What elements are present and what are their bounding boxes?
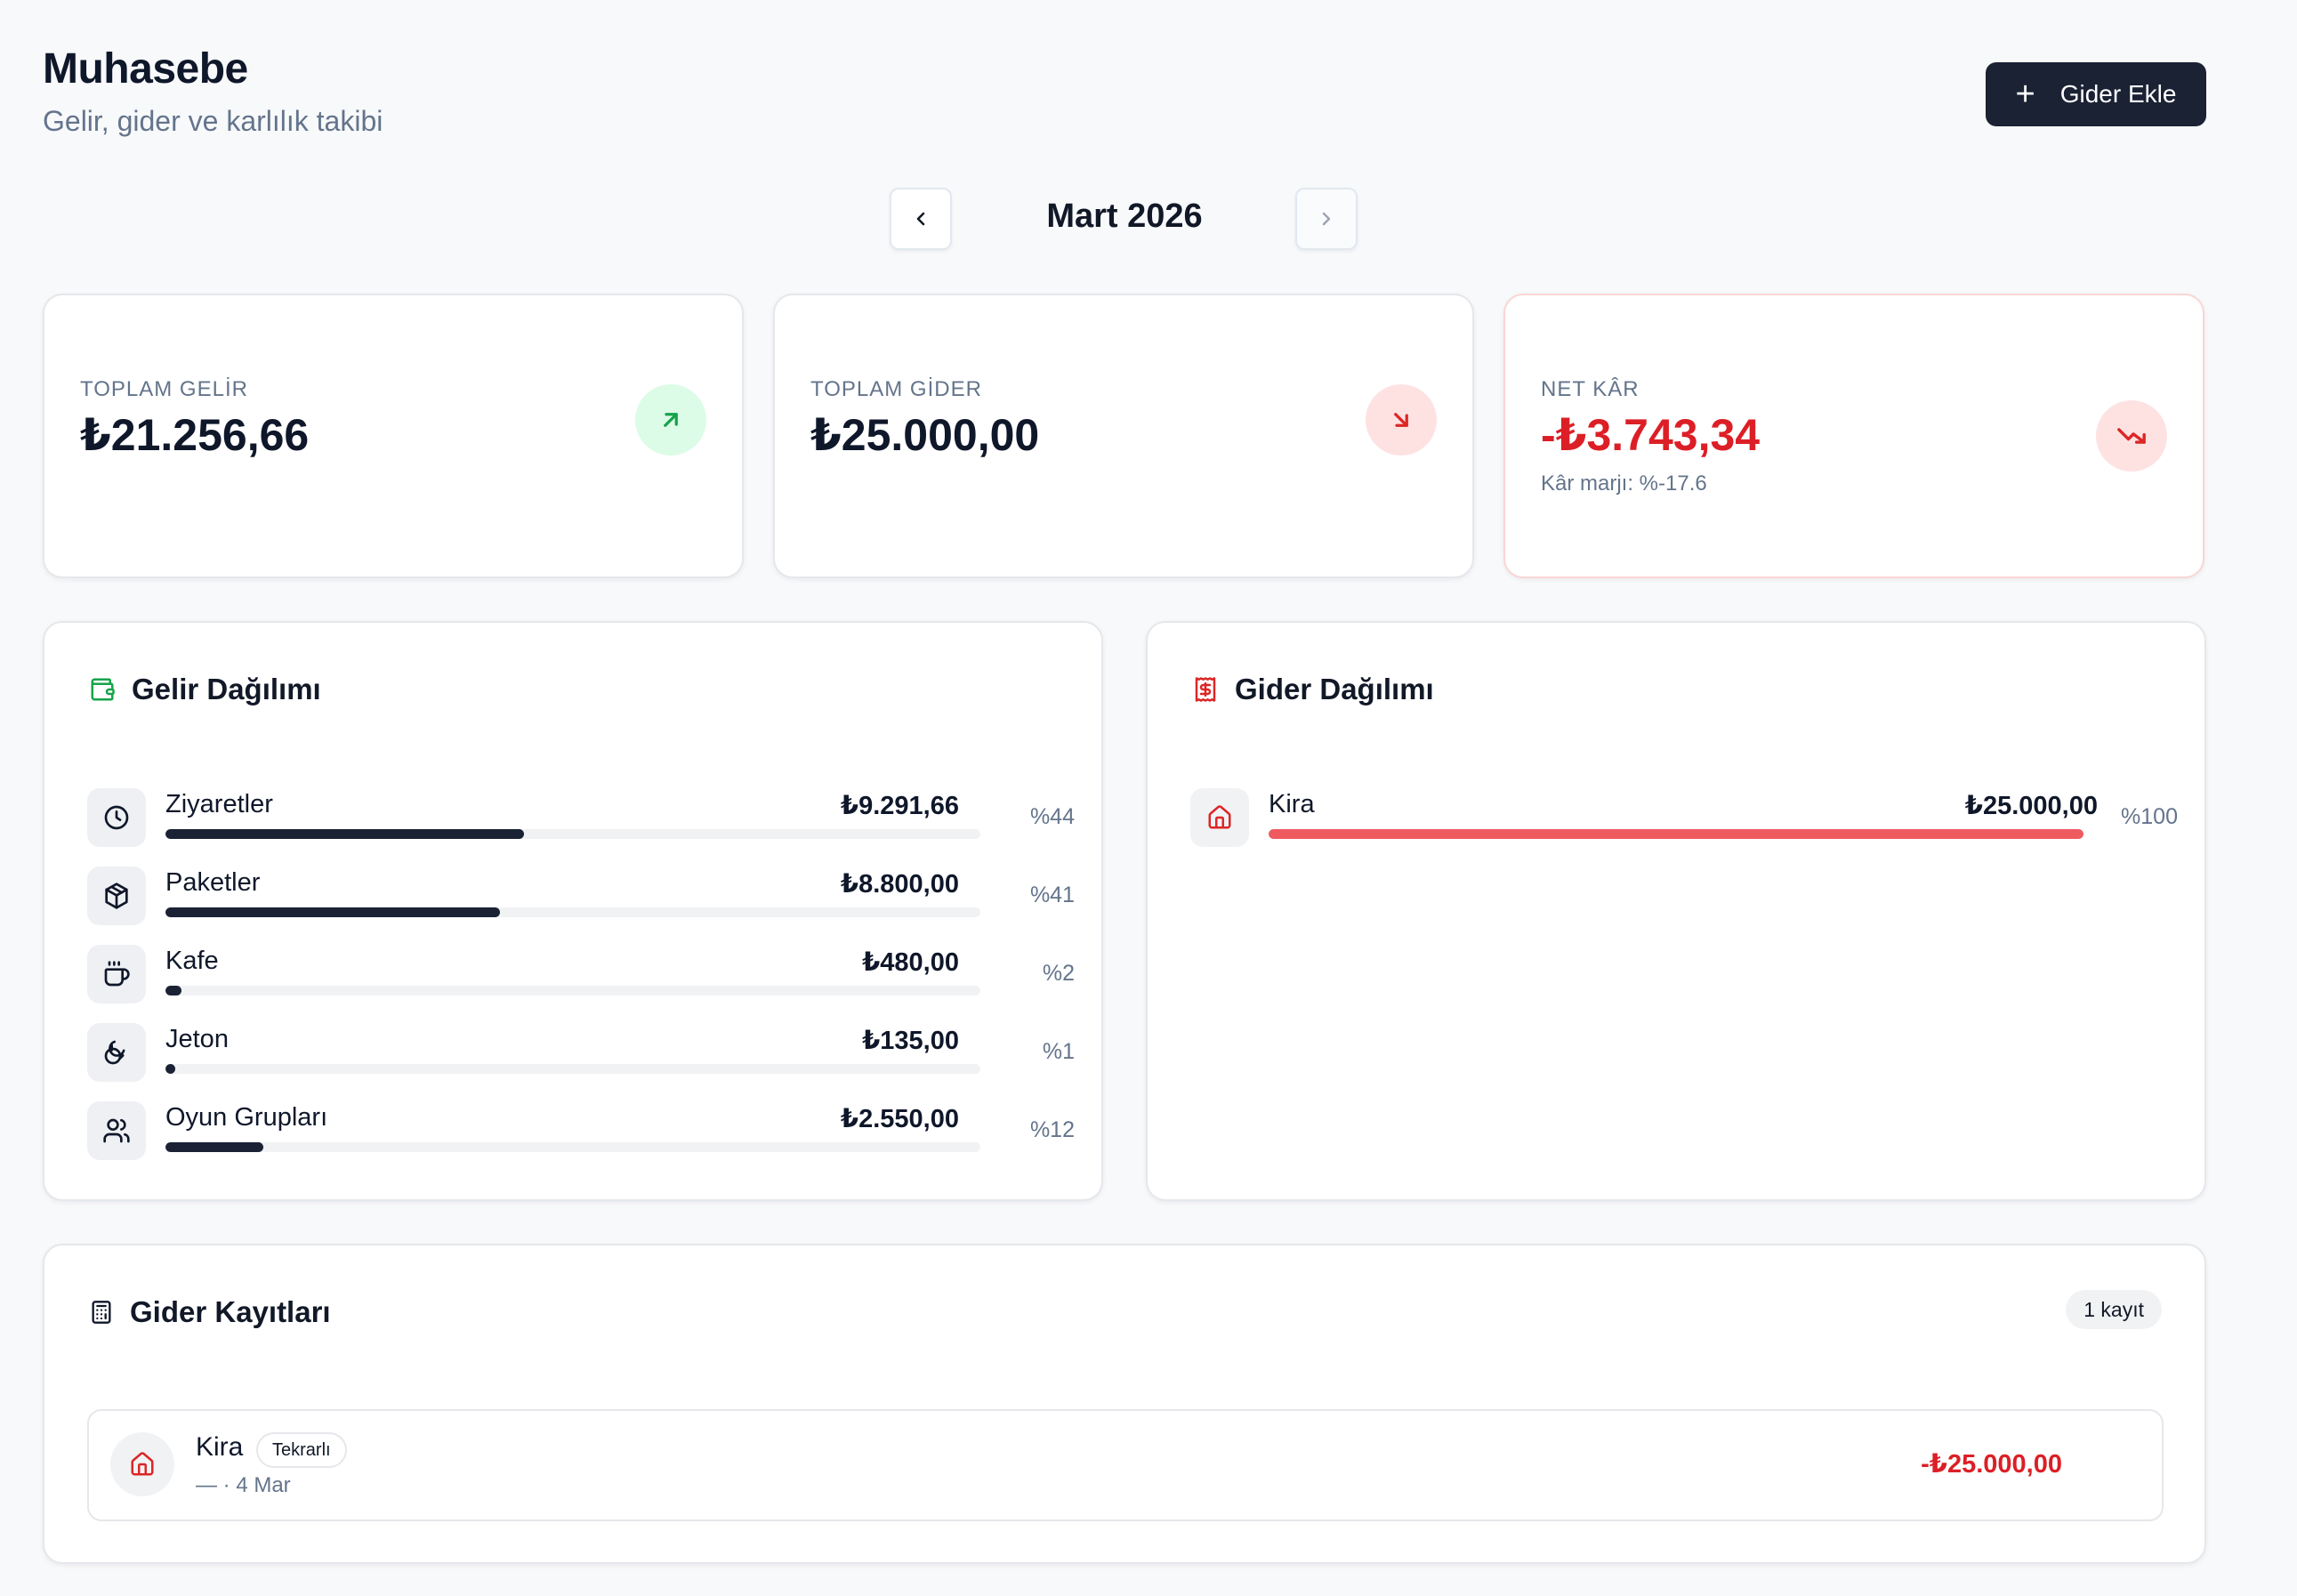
expense-distribution-heading: Gider Dağılımı (1192, 673, 1434, 706)
income-row-bar-fill (165, 907, 500, 917)
expense-row-rent: Kira ₺25.000,00 %100 (1190, 788, 2178, 849)
income-row-tokens: Jeton ₺135,00 %1 (87, 1023, 1075, 1084)
wallet-icon (91, 678, 115, 701)
add-expense-button[interactable]: + Gider Ekle (1986, 62, 2206, 126)
expense-row-name: Kira (1269, 790, 1315, 818)
net-profit-label: NET KÂR (1541, 377, 1640, 401)
expense-distribution-title: Gider Dağılımı (1235, 673, 1434, 705)
income-row-bar (165, 1064, 980, 1074)
income-row-amount: ₺480,00 (862, 948, 959, 977)
arrow-up-right-icon (635, 384, 706, 455)
income-row-percent: %1 (1042, 1039, 1075, 1064)
income-row-bar-fill (165, 1064, 175, 1074)
page-title: Muhasebe (43, 45, 248, 93)
total-expense-value: ₺25.000,00 (810, 410, 1040, 460)
chevron-left-icon (916, 212, 925, 226)
expense-record-amount: -₺25.000,00 (1921, 1450, 2062, 1479)
income-distribution-heading: Gelir Dağılımı (89, 673, 321, 706)
income-row-amount: ₺135,00 (862, 1027, 959, 1055)
income-row-amount: ₺8.800,00 (840, 870, 959, 899)
income-row-bar-fill (165, 1142, 263, 1152)
income-row-cafe: Kafe ₺480,00 %2 (87, 945, 1075, 1005)
current-month-label: Mart 2026 (1046, 197, 1203, 235)
receipt-icon (1195, 677, 1216, 702)
income-row-name: Oyun Grupları (165, 1103, 328, 1132)
expense-record-row[interactable]: Kira Tekrarlı — · 4 Mar -₺25.000,00 (87, 1409, 2164, 1521)
total-expense-label: TOPLAM GİDER (810, 377, 982, 401)
income-row-percent: %12 (1029, 1117, 1075, 1142)
trending-down-icon (2096, 400, 2167, 472)
expense-row-amount: ₺25.000,00 (1964, 792, 2098, 820)
expense-row-bar (1269, 829, 2083, 839)
expense-row-bar-fill (1269, 829, 2083, 839)
income-row-bar (165, 829, 980, 839)
net-profit-card: NET KÂR -₺3.743,34 Kâr marjı: %-17.6 (1503, 294, 2204, 578)
expense-records-heading: Gider Kayıtları (89, 1295, 331, 1329)
income-row-bar-fill (165, 829, 525, 839)
expense-row-percent: %100 (2121, 804, 2178, 829)
income-distribution-card: Gelir Dağılımı Ziyaretler ₺9.291,66 %44 … (43, 621, 1103, 1201)
income-row-bar (165, 986, 980, 995)
expense-record-meta: — · 4 Mar (196, 1473, 291, 1497)
income-row-bar-fill (165, 986, 182, 995)
home-icon (110, 1432, 174, 1496)
total-income-label: TOPLAM GELİR (80, 377, 248, 401)
next-month-button[interactable] (1295, 188, 1358, 250)
expense-records-title: Gider Kayıtları (130, 1295, 331, 1328)
income-row-visits: Ziyaretler ₺9.291,66 %44 (87, 788, 1075, 849)
record-count-badge: 1 kayıt (2066, 1290, 2162, 1329)
income-row-bar (165, 1142, 980, 1152)
income-row-play-groups: Oyun Grupları ₺2.550,00 %12 (87, 1101, 1075, 1162)
income-distribution-title: Gelir Dağılımı (132, 673, 321, 705)
expense-record-name: Kira (196, 1432, 244, 1462)
plus-icon: + (2015, 76, 2035, 113)
net-profit-value: -₺3.743,34 (1541, 410, 1761, 460)
income-row-name: Paketler (165, 868, 261, 897)
income-row-name: Jeton (165, 1025, 229, 1053)
income-row-percent: %41 (1029, 883, 1075, 907)
income-row-amount: ₺2.550,00 (840, 1105, 959, 1133)
expense-distribution-card: Gider Dağılımı Kira ₺25.000,00 %100 (1146, 621, 2206, 1201)
arrow-down-right-icon (1366, 384, 1437, 455)
add-expense-button-label: Gider Ekle (2059, 80, 2177, 108)
previous-month-button[interactable] (890, 188, 952, 250)
page-subtitle: Gelir, gider ve karlılık takibi (43, 105, 383, 137)
chevron-right-icon (1322, 212, 1331, 226)
calculator-icon (92, 1301, 111, 1324)
income-row-name: Ziyaretler (165, 790, 273, 818)
total-expense-card: TOPLAM GİDER ₺25.000,00 (773, 294, 1474, 578)
profit-margin: Kâr marjı: %-17.6 (1541, 472, 1707, 496)
income-row-percent: %2 (1042, 961, 1075, 986)
income-row-percent: %44 (1029, 804, 1075, 829)
expense-records-card: Gider Kayıtları 1 kayıt Kira Tekrarlı — … (43, 1244, 2206, 1564)
coins-icon (87, 1023, 146, 1082)
users-icon (87, 1101, 146, 1160)
total-income-value: ₺21.256,66 (80, 410, 310, 460)
home-icon (1190, 788, 1249, 847)
income-row-bar (165, 907, 980, 917)
clock-icon (87, 788, 146, 847)
coffee-icon (87, 945, 146, 1004)
income-row-packages: Paketler ₺8.800,00 %41 (87, 867, 1075, 927)
income-row-amount: ₺9.291,66 (840, 792, 959, 820)
package-icon (87, 867, 146, 925)
recurring-tag: Tekrarlı (256, 1432, 347, 1468)
total-income-card: TOPLAM GELİR ₺21.256,66 (43, 294, 744, 578)
income-row-name: Kafe (165, 947, 219, 975)
